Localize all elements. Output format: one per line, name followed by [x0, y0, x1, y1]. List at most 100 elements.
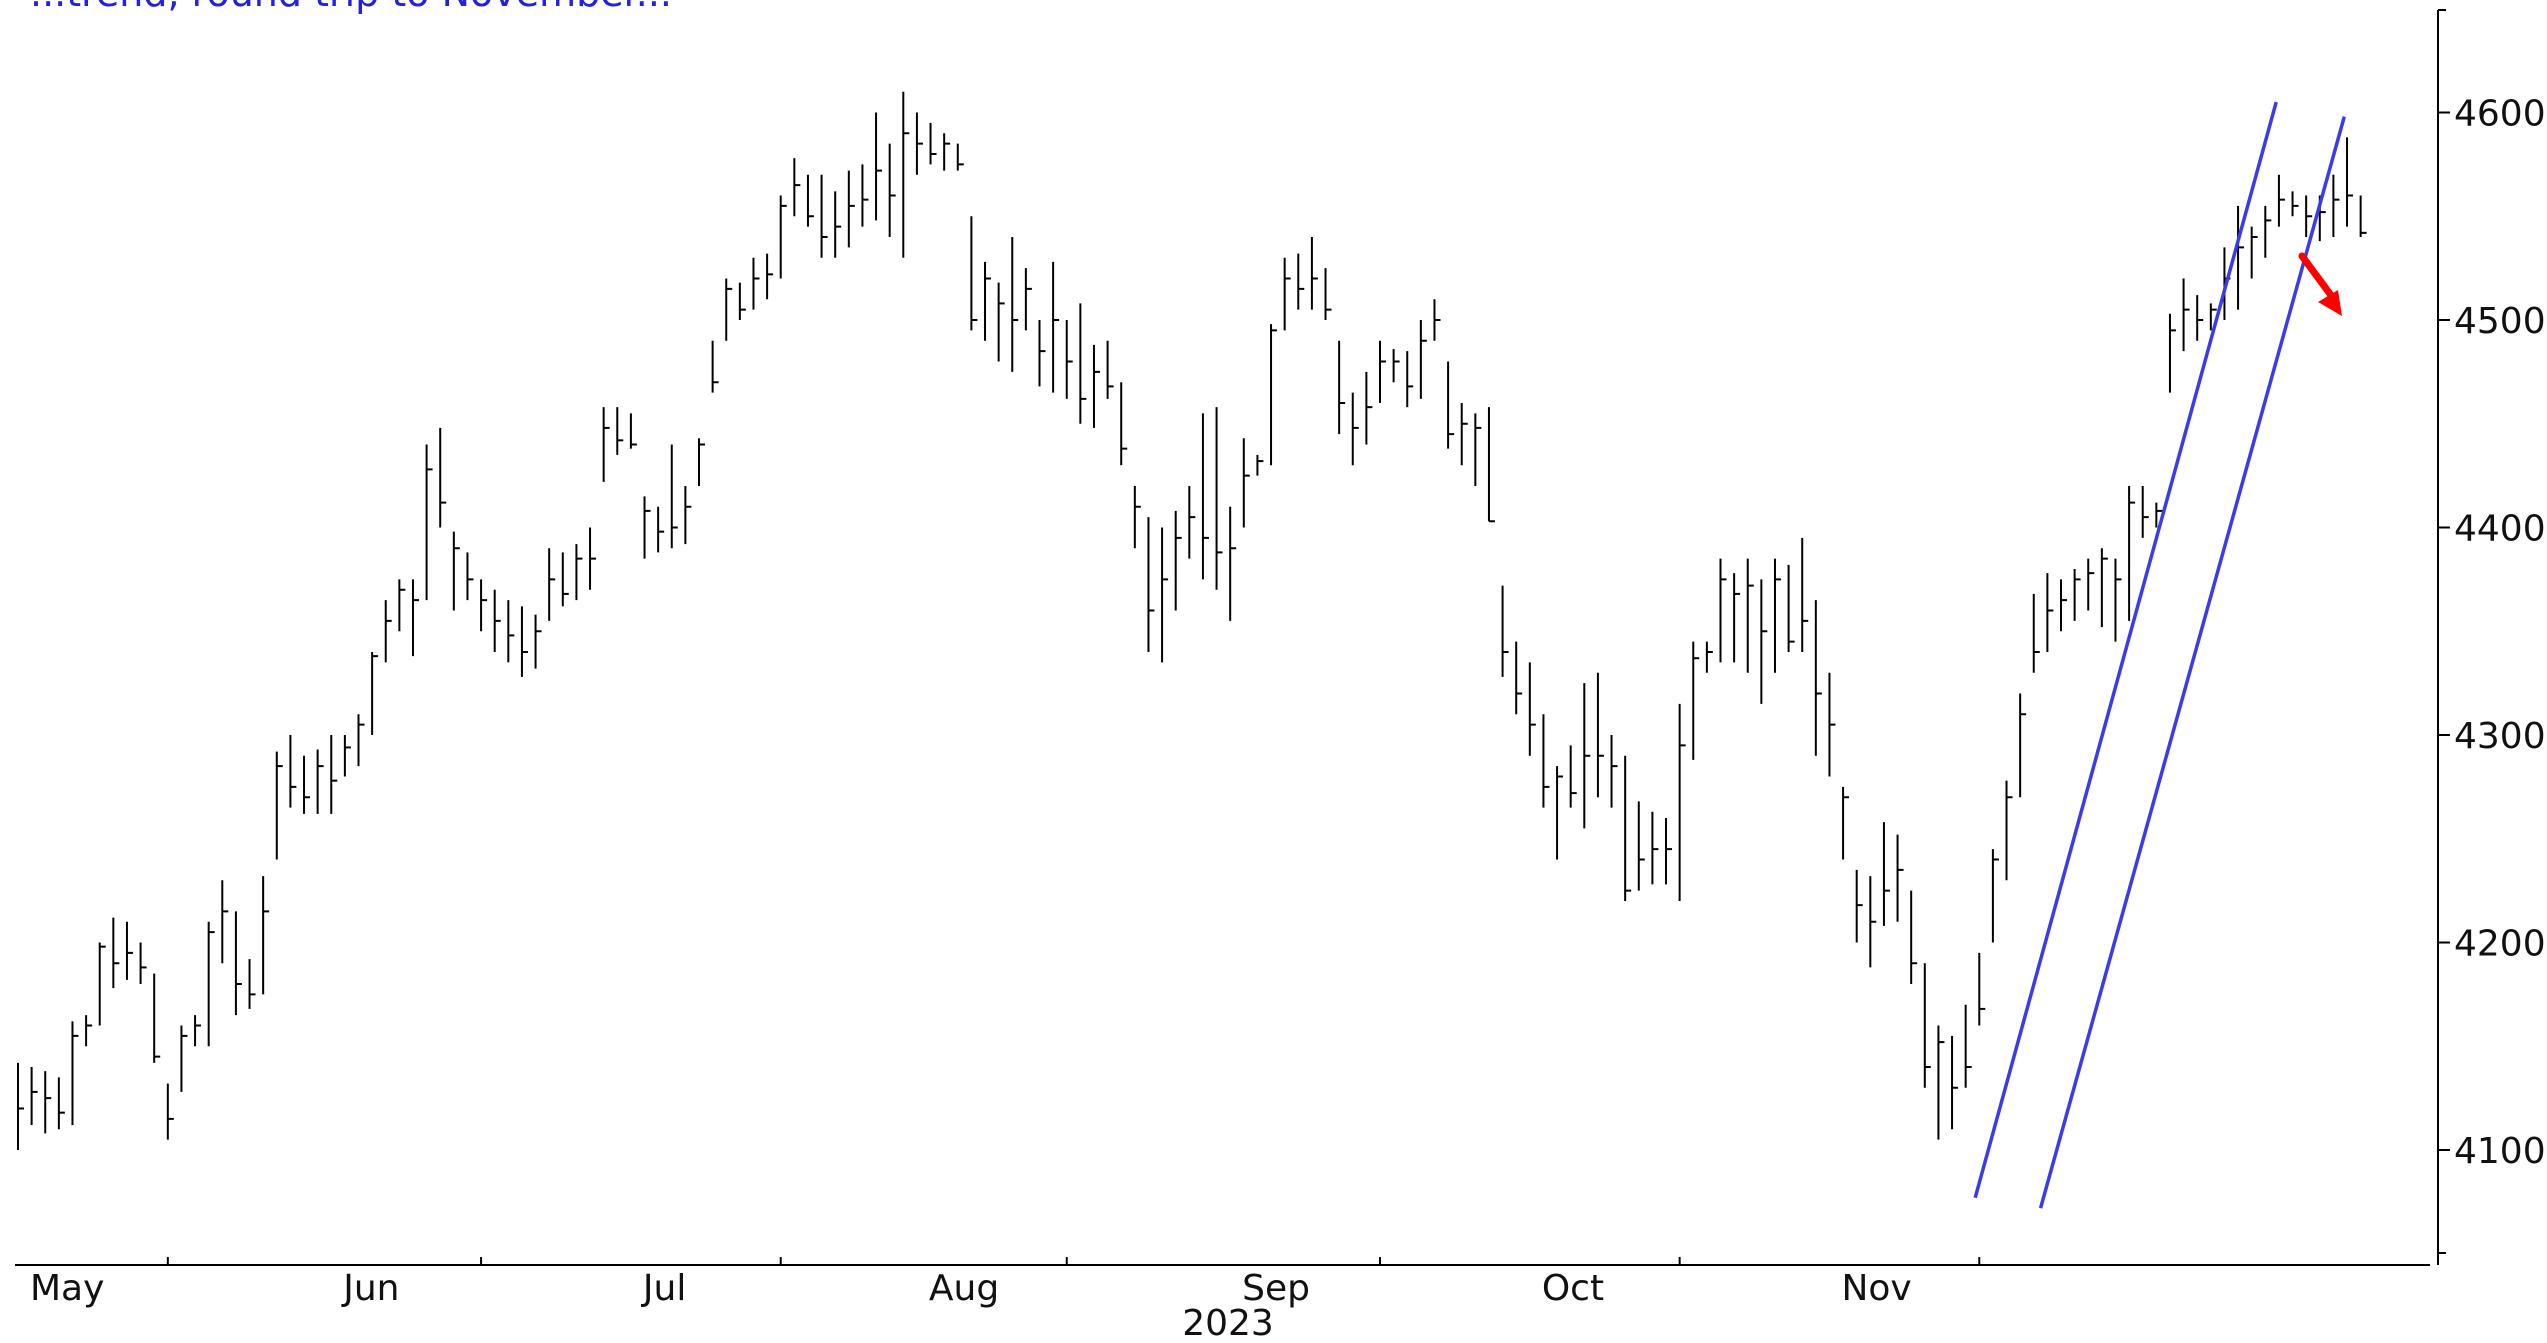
price-bar — [984, 261, 992, 341]
price-bar — [902, 91, 910, 258]
price-bar — [1338, 340, 1346, 435]
price-bar — [1460, 403, 1468, 466]
price-bar — [1733, 573, 1741, 663]
price-bar — [1528, 662, 1536, 756]
price-bar — [1923, 963, 1931, 1088]
price-bar — [1447, 361, 1455, 449]
price-bar — [1215, 407, 1223, 590]
price-bar — [2114, 558, 2122, 642]
price-bar — [1106, 340, 1114, 399]
price-bar — [1024, 268, 1032, 331]
price-bar — [1855, 869, 1863, 943]
price-bar — [1515, 641, 1523, 715]
x-tick-label: Nov — [1841, 1268, 1911, 1309]
price-bar — [1147, 517, 1155, 652]
channel-line — [2038, 116, 2346, 1209]
price-bar — [480, 579, 488, 632]
price-bar — [779, 195, 787, 279]
price-bars — [17, 91, 2367, 1150]
price-bar — [1011, 237, 1019, 372]
price-bar — [194, 1015, 202, 1047]
y-tick-label: 4400 — [2454, 509, 2546, 550]
price-bar — [180, 1025, 188, 1092]
price-bar — [17, 1062, 24, 1150]
price-bar — [234, 911, 242, 1016]
price-bar — [1419, 320, 1427, 399]
price-bar — [1705, 641, 1713, 673]
price-bar — [1828, 672, 1836, 777]
price-bar — [561, 552, 569, 607]
price-bar — [398, 579, 406, 632]
price-bar — [616, 407, 624, 455]
price-bar — [330, 735, 338, 814]
price-bar — [1229, 506, 1237, 621]
price-bar — [1651, 811, 1659, 885]
price-bar — [915, 112, 923, 175]
price-bar — [1133, 486, 1141, 549]
price-bar — [1501, 585, 1509, 677]
price-bar — [166, 1083, 174, 1140]
price-bar — [2250, 226, 2258, 279]
price-bar — [1351, 392, 1359, 466]
price-bar — [1896, 834, 1904, 922]
price-bar — [1406, 351, 1414, 408]
price-bar — [1310, 237, 1318, 310]
price-bar — [2264, 205, 2272, 258]
price-bar — [452, 531, 460, 611]
price-bar — [820, 174, 828, 258]
price-bar — [1787, 564, 1795, 652]
price-bar — [1610, 735, 1618, 808]
price-bar — [85, 1015, 93, 1047]
price-bar — [698, 438, 705, 486]
price-bar — [289, 735, 297, 808]
price-bar — [507, 600, 515, 663]
price-bar — [1092, 344, 1100, 428]
axes — [15, 10, 2439, 1266]
y-tick-label: 4200 — [2454, 924, 2546, 965]
price-bar — [1079, 303, 1087, 424]
price-bar — [2291, 191, 2299, 217]
price-bar — [657, 506, 665, 553]
price-bar — [221, 880, 229, 964]
price-bar — [139, 942, 147, 984]
price-bar — [1324, 268, 1332, 320]
y-axis-ticks: 4100 4200 4300 4400 4500 4600 — [2438, 9, 2546, 1254]
x-tick-label: Jun — [341, 1268, 399, 1309]
price-bar — [1161, 527, 1169, 663]
price-bar — [1569, 745, 1577, 808]
price-bar — [384, 600, 392, 663]
price-bar — [1937, 1025, 1945, 1140]
price-bar — [1120, 382, 1128, 466]
price-bar — [1801, 537, 1809, 652]
price-bar — [1379, 340, 1386, 403]
price-bar — [57, 1077, 65, 1130]
trend-channel — [1973, 101, 2346, 1209]
price-bar — [1297, 253, 1305, 310]
price-bar — [1283, 257, 1291, 331]
price-bar — [1188, 486, 1196, 559]
price-bar — [493, 589, 501, 652]
price-bar — [1052, 261, 1060, 393]
price-bar — [1842, 786, 1850, 860]
price-bar — [752, 257, 760, 310]
price-bar — [2237, 205, 2245, 310]
price-bar — [929, 122, 937, 165]
x-axis-year-label: 2023 — [1182, 1303, 1274, 1343]
x-tick-label: Jul — [641, 1268, 686, 1309]
price-bar — [2073, 569, 2081, 621]
price-bar — [643, 496, 651, 559]
price-bar — [2087, 558, 2095, 611]
price-bar — [847, 170, 855, 248]
price-bar — [725, 278, 733, 341]
price-bar — [629, 413, 637, 449]
price-bar — [575, 544, 583, 601]
price-bar — [2032, 593, 2040, 673]
price-bar — [357, 714, 365, 767]
price-bar — [1978, 952, 1986, 1026]
y-tick-label: 4500 — [2454, 301, 2546, 342]
price-bar — [2182, 278, 2190, 352]
price-bar — [2141, 486, 2149, 538]
price-bar — [262, 876, 270, 995]
price-bar — [1433, 299, 1441, 341]
price-bar — [1882, 822, 1890, 926]
